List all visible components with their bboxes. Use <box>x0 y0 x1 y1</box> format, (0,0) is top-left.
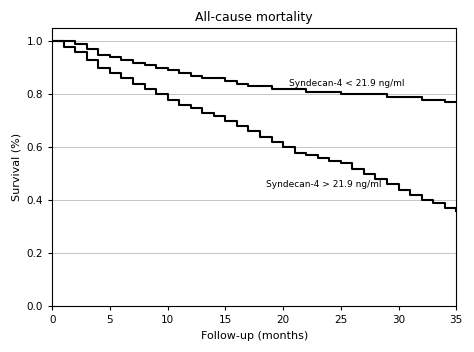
Text: Syndecan-4 > 21.9 ng/ml: Syndecan-4 > 21.9 ng/ml <box>266 180 381 189</box>
Title: All-cause mortality: All-cause mortality <box>195 11 313 24</box>
X-axis label: Follow-up (months): Follow-up (months) <box>201 331 308 341</box>
Y-axis label: Survival (%): Survival (%) <box>11 133 21 201</box>
Text: Syndecan-4 < 21.9 ng/ml: Syndecan-4 < 21.9 ng/ml <box>289 79 404 88</box>
